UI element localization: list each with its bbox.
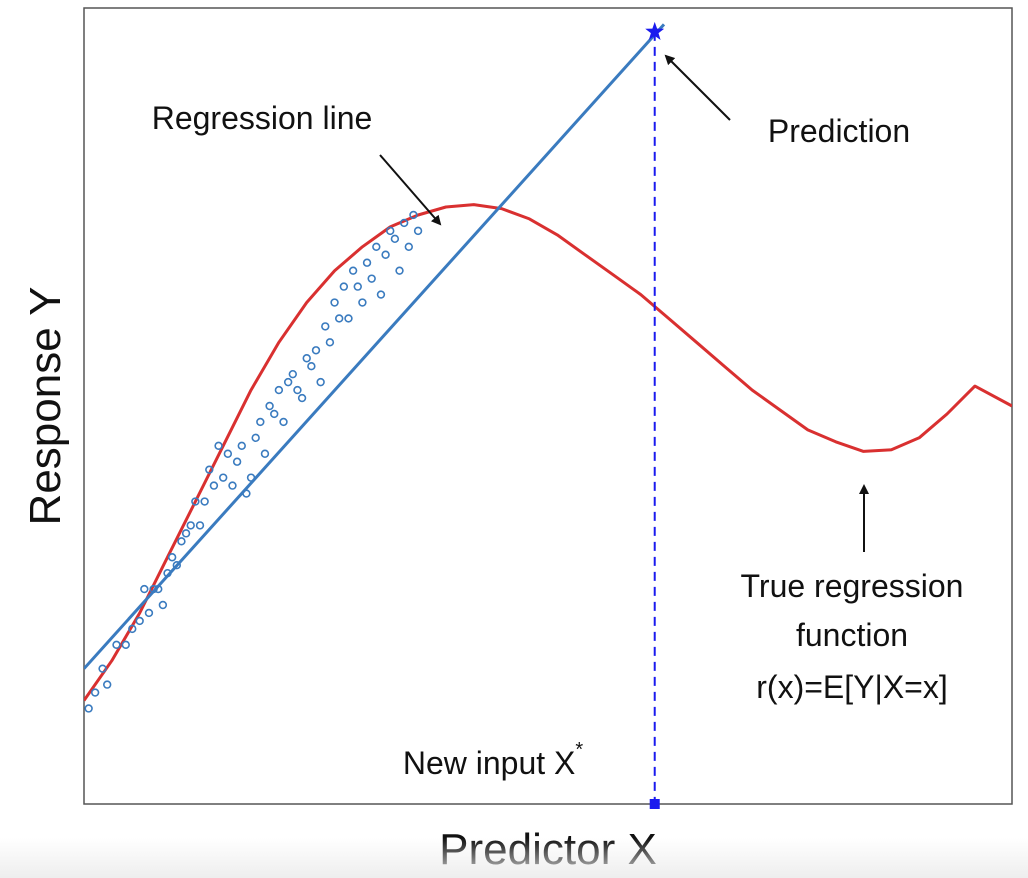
data-point xyxy=(362,258,372,267)
annotation-new-input-text: New input X xyxy=(403,745,576,781)
y-axis-label: Response Y xyxy=(21,287,70,526)
data-point xyxy=(279,417,288,427)
data-point xyxy=(390,234,400,244)
data-point xyxy=(128,624,137,634)
data-point xyxy=(395,266,404,275)
data-point xyxy=(413,226,423,236)
data-point xyxy=(386,226,395,236)
data-point xyxy=(307,362,316,371)
true-regression-curve xyxy=(84,203,1012,702)
annotation-true-function-line3: r(x)=E[Y|X=x] xyxy=(756,669,947,705)
data-point xyxy=(191,497,200,506)
data-point xyxy=(297,393,307,403)
data-point xyxy=(339,282,349,291)
data-point xyxy=(399,218,409,228)
annotation-true-function-line1: True regression xyxy=(741,568,964,604)
data-point xyxy=(177,537,186,546)
data-point xyxy=(144,608,154,618)
data-point xyxy=(251,433,260,443)
data-point xyxy=(353,282,362,291)
data-point xyxy=(348,266,358,275)
data-point xyxy=(223,449,233,458)
data-point xyxy=(409,210,418,220)
data-point xyxy=(135,616,144,626)
data-point xyxy=(149,584,158,594)
data-point xyxy=(200,497,209,506)
data-point xyxy=(209,481,219,490)
data-point xyxy=(237,441,246,450)
data-point xyxy=(158,600,168,610)
data-point xyxy=(84,704,93,713)
data-point xyxy=(321,322,330,331)
data-point xyxy=(283,377,293,387)
data-point xyxy=(219,473,228,482)
data-point xyxy=(274,385,284,395)
bottom-fade xyxy=(0,838,1028,878)
prediction-star xyxy=(645,21,665,40)
data-point xyxy=(214,441,223,450)
data-point xyxy=(302,354,311,363)
data-point xyxy=(172,560,182,570)
regression-line xyxy=(84,23,666,670)
data-point xyxy=(260,449,270,458)
arrow-regression-line xyxy=(379,154,442,226)
data-point xyxy=(381,250,390,259)
new-input-marker xyxy=(649,799,660,809)
data-point xyxy=(186,521,195,530)
data-point xyxy=(163,568,172,578)
data-point xyxy=(335,314,344,323)
data-point xyxy=(228,481,237,490)
annotation-true-function-line2: function xyxy=(796,617,908,653)
data-point xyxy=(246,473,256,482)
data-point xyxy=(98,664,107,673)
data-point xyxy=(265,401,274,411)
data-point xyxy=(316,377,325,387)
data-point xyxy=(242,489,251,498)
data-point xyxy=(330,298,339,307)
annotation-new-input: New input X* xyxy=(403,739,584,781)
data-point xyxy=(372,242,381,252)
data-point xyxy=(112,640,121,649)
data-point xyxy=(358,298,367,307)
data-point xyxy=(154,584,163,594)
data-point xyxy=(344,314,353,323)
data-point xyxy=(205,465,214,474)
data-point xyxy=(167,553,177,562)
data-point xyxy=(325,338,335,347)
data-point xyxy=(232,457,242,466)
data-point xyxy=(140,584,149,594)
data-point xyxy=(256,417,265,427)
data-point xyxy=(367,274,376,283)
data-point xyxy=(293,385,302,395)
data-point xyxy=(121,640,130,649)
data-point xyxy=(102,680,112,689)
data-point xyxy=(270,409,279,419)
data-point xyxy=(288,369,297,379)
annotation-prediction: Prediction xyxy=(768,113,910,149)
annotation-regression-line: Regression line xyxy=(152,100,373,136)
arrow-prediction xyxy=(664,54,731,121)
data-point xyxy=(90,688,100,697)
data-point xyxy=(181,529,191,538)
data-point xyxy=(376,290,386,299)
data-point xyxy=(311,346,321,355)
data-point xyxy=(404,242,413,252)
data-point xyxy=(195,521,205,530)
annotation-new-input-sup: * xyxy=(575,739,583,761)
